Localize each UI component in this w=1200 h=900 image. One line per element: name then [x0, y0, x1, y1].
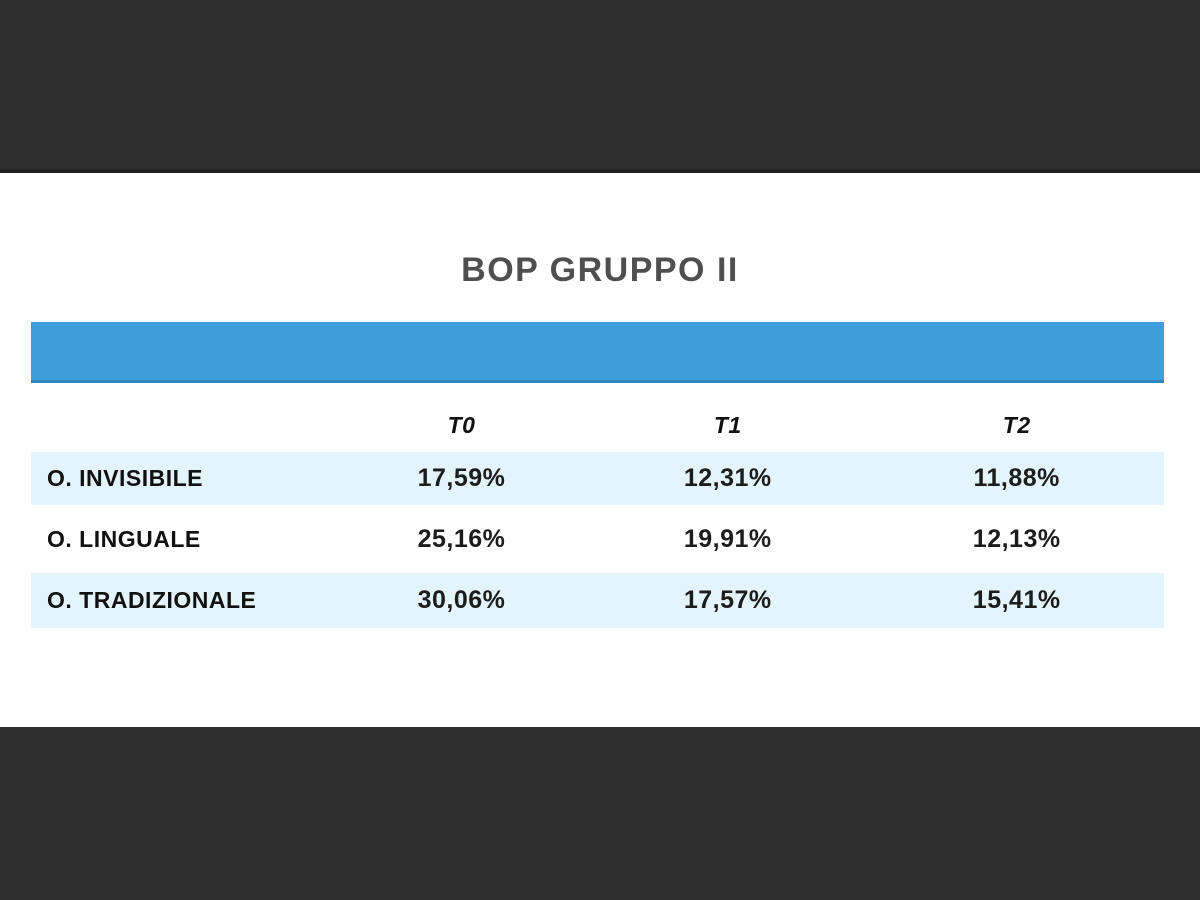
value-cell: 17,57%	[683, 586, 772, 614]
row-label-tradizionale: O. TRADIZIONALE	[47, 587, 257, 613]
value-cell: 19,91%	[683, 524, 772, 553]
value-cell: 17,59%	[417, 464, 506, 492]
slide-canvas: BOP GRUPPO II T0 T1 T2 O. INVISIBILE 17,…	[0, 173, 1200, 727]
column-header-t0: T0	[447, 411, 476, 438]
value-cell: 30,06%	[417, 586, 506, 614]
data-table: T0 T1 T2 O. INVISIBILE 17,59% 12,31% 11,…	[31, 398, 1164, 628]
table-row: O. LINGUALE 25,16% 19,91% 12,13%	[31, 505, 1164, 573]
value-cell: 12,31%	[683, 464, 772, 492]
table-row: O. TRADIZIONALE 30,06% 17,57% 15,41%	[31, 573, 1164, 628]
value-cell: 15,41%	[972, 586, 1061, 614]
column-header-t1: T1	[713, 411, 742, 438]
table-title: BOP GRUPPO II	[461, 251, 739, 289]
value-cell: 12,13%	[972, 524, 1061, 553]
table-header-row: T0 T1 T2	[31, 398, 1164, 452]
column-header-t2: T2	[1002, 411, 1031, 438]
row-label-linguale: O. LINGUALE	[47, 525, 201, 552]
value-cell: 25,16%	[417, 524, 506, 553]
value-cell: 11,88%	[973, 464, 1060, 492]
letterbox-bottom-band	[0, 727, 1200, 900]
table-row: O. INVISIBILE 17,59% 12,31% 11,88%	[31, 452, 1164, 505]
row-label-invisibile: O. INVISIBILE	[47, 465, 204, 491]
letterbox-top-band	[0, 0, 1200, 173]
table-header-band	[31, 322, 1164, 383]
